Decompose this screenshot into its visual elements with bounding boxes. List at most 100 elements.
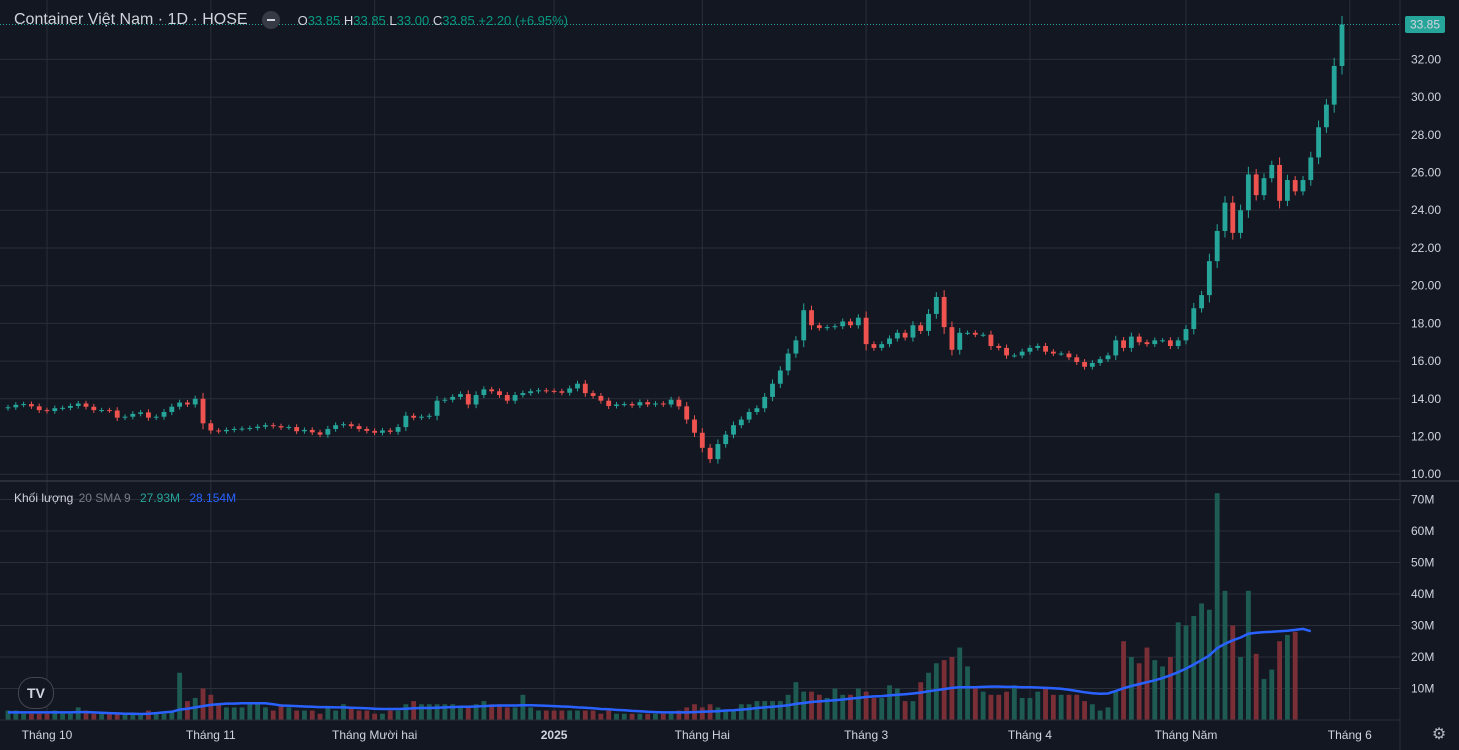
- price-tick-label: 24.00: [1411, 203, 1441, 217]
- volume-bar: [52, 710, 58, 720]
- candle: [247, 425, 253, 431]
- volume-bar: [1269, 669, 1275, 720]
- volume-bar: [67, 713, 73, 720]
- volume-bar: [426, 704, 432, 720]
- candle: [1323, 98, 1329, 133]
- volume-bar: [1167, 656, 1173, 720]
- volume-bar: [965, 666, 970, 720]
- collapse-legend-button[interactable]: [261, 11, 280, 29]
- candle: [1214, 224, 1220, 268]
- volume-bar: [1222, 590, 1228, 720]
- candle: [1183, 325, 1189, 345]
- volume-bar: [606, 710, 612, 720]
- candle: [1245, 166, 1251, 218]
- volume-bar: [1035, 691, 1041, 720]
- tradingview-logo-icon[interactable]: TV: [18, 677, 54, 709]
- candle: [1089, 360, 1095, 370]
- volume-bar: [754, 701, 760, 720]
- candle: [270, 422, 276, 429]
- candle: [1136, 333, 1142, 346]
- volume-bar: [28, 713, 34, 720]
- price-axis-labels[interactable]: 10.00 12.00 14.00 16.00 18.00 20.00 22.00 24.00…: [1411, 52, 1441, 481]
- candle: [887, 335, 892, 348]
- volume-bar: [1183, 625, 1189, 720]
- candle: [965, 330, 970, 336]
- symbol-title[interactable]: Container Việt Nam · 1D · HOSE: [14, 11, 248, 28]
- candle: [941, 290, 947, 334]
- volume-bar: [840, 694, 846, 720]
- volume-bar: [653, 713, 658, 720]
- volume-bar: [1019, 697, 1025, 720]
- volume-bar: [317, 713, 323, 720]
- candle: [1292, 176, 1298, 196]
- candle: [286, 424, 292, 430]
- candle: [83, 400, 89, 410]
- candle: [1011, 353, 1017, 358]
- volume-bar: [1011, 685, 1017, 720]
- candle: [200, 392, 206, 430]
- candle: [949, 321, 955, 356]
- volume-bar: [575, 710, 580, 720]
- candle: [294, 424, 300, 435]
- volume-bar: [1089, 704, 1095, 720]
- volume-bar: [294, 710, 300, 720]
- volume-axis-labels[interactable]: 10M 20M 30M 40M 50M 60M 70M: [1411, 492, 1434, 695]
- candle: [926, 309, 931, 336]
- volume-bar: [481, 701, 487, 720]
- volume-bar: [668, 713, 674, 720]
- volume-bar: [731, 710, 736, 720]
- volume-bar: [816, 694, 822, 720]
- volume-bar: [106, 713, 112, 720]
- time-axis-labels[interactable]: Tháng 10 Tháng 11 Tháng Mười hai 2025 Tháng …: [22, 728, 1459, 742]
- candle: [395, 424, 401, 435]
- volume-tick-label: 70M: [1411, 492, 1434, 506]
- volume-bar: [465, 707, 471, 720]
- candle: [1058, 351, 1064, 356]
- volume-bar: [770, 701, 775, 720]
- candle: [1113, 335, 1119, 360]
- volume-bar: [208, 694, 214, 720]
- candle: [528, 388, 534, 396]
- candle: [1027, 345, 1033, 355]
- volume-bar: [60, 713, 66, 720]
- change-value: +2.20 (+6.95%): [478, 12, 569, 28]
- candle: [5, 404, 11, 411]
- candle: [910, 321, 916, 342]
- volume-bar: [1230, 625, 1236, 720]
- candle: [325, 425, 331, 438]
- volume-bar: [21, 713, 27, 720]
- candle: [1082, 359, 1087, 370]
- candle: [302, 427, 307, 434]
- candle: [762, 392, 768, 413]
- volume-bar: [637, 713, 643, 720]
- volume-bar: [138, 713, 144, 720]
- volume-bar: [1043, 688, 1048, 720]
- candle: [130, 411, 136, 420]
- candle: [1300, 176, 1306, 196]
- candle: [138, 409, 144, 417]
- volume-bar: [621, 713, 627, 720]
- candle: [676, 396, 682, 410]
- candle: [387, 428, 393, 435]
- candle: [1308, 151, 1314, 186]
- candle: [855, 314, 861, 329]
- candle: [770, 379, 775, 402]
- candle: [185, 400, 190, 408]
- candle: [746, 408, 752, 423]
- candle: [278, 423, 284, 430]
- volume-bar: [543, 710, 549, 720]
- candle: [1167, 337, 1173, 350]
- volume-bar: [356, 710, 362, 720]
- candlesticks: [5, 16, 1345, 464]
- volume-bar: [1121, 641, 1126, 720]
- volume-bar: [536, 710, 541, 720]
- candle: [598, 393, 604, 404]
- volume-label[interactable]: Khối lượng: [14, 491, 74, 505]
- volume-bar: [146, 710, 151, 720]
- candle: [333, 422, 339, 432]
- gear-icon[interactable]: ⚙: [1431, 726, 1447, 743]
- candle: [489, 386, 495, 394]
- volume-bar: [629, 713, 635, 720]
- close-label: C: [432, 12, 443, 28]
